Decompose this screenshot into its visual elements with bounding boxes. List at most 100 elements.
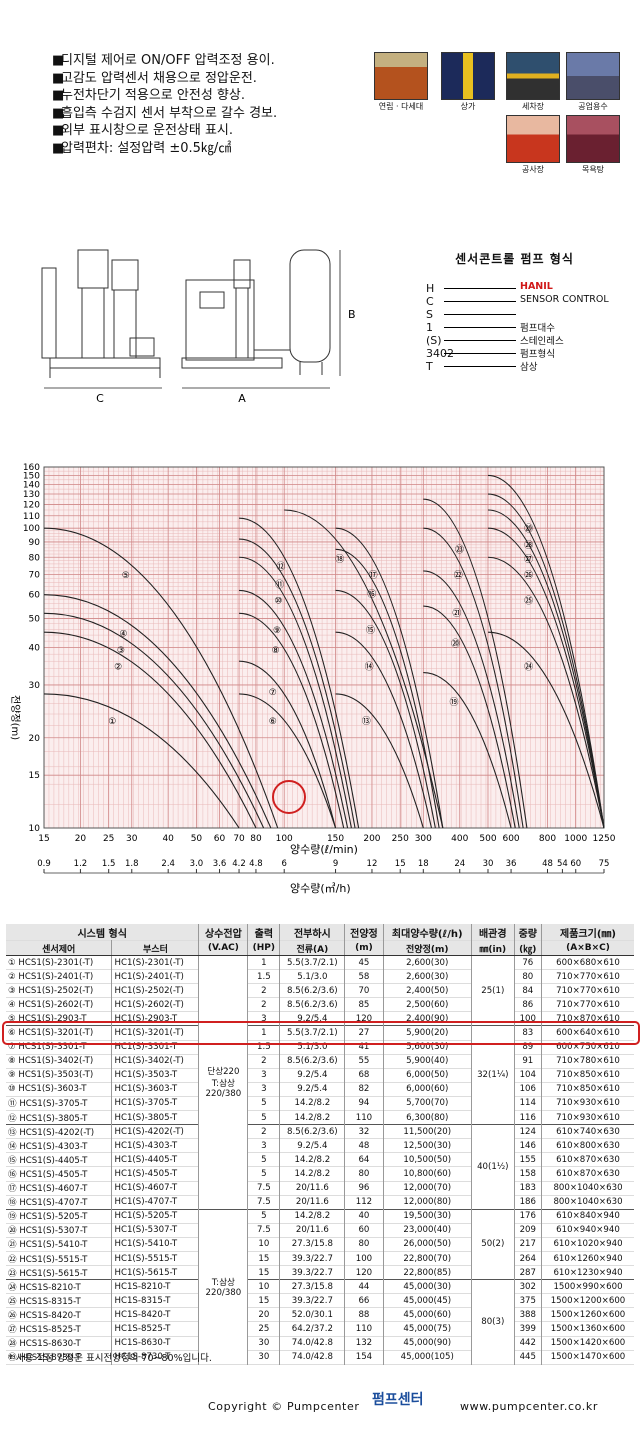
- table-cell: 83: [514, 1025, 542, 1041]
- table-cell: 600×680×610: [556, 957, 620, 968]
- pump-curve: [487, 493, 605, 829]
- table-cell: 45,000(30): [383, 1279, 472, 1294]
- voltage-group: T:삼상 220/380: [198, 1208, 249, 1365]
- legend-desc: 펌프형식: [520, 349, 555, 360]
- table-row: ⑦ HCS1(S)-3301-T HC1(S)-3301-T 1.5 5.1/3.0 4…: [6, 1040, 634, 1055]
- table-cell: 155: [514, 1152, 542, 1167]
- application-bathhouse: 목욕탕: [566, 115, 620, 175]
- table-cell: 176: [514, 1208, 542, 1224]
- feature-item: ■흡입측 수검지 센서 부착으로 갈수 경보.: [52, 105, 278, 121]
- table-cell: 104: [514, 1068, 542, 1083]
- table-cell: 600×640×610: [541, 1025, 634, 1041]
- table-cell: ③ HCS1(S)-2502(-T): [6, 983, 113, 998]
- x2-tick-label: 1.8: [125, 859, 139, 869]
- copyright: Copyright © Pumpcenter: [208, 1400, 360, 1413]
- curve-label: ㉕: [524, 596, 533, 607]
- model-code-legend: 센서콘트롤 펌프 형식 H C S 1 (S) 3402 T HANIL SEN…: [412, 250, 617, 373]
- table-cell: 186: [514, 1195, 542, 1210]
- table-cell: 610×870×630: [556, 1154, 620, 1165]
- table-cell: 710×850×610: [556, 1070, 620, 1081]
- table-cell: 5,700(70): [383, 1096, 472, 1111]
- curve-label: ④: [119, 630, 127, 640]
- application-carwash: 세차장: [506, 52, 560, 112]
- pump-curve: [423, 498, 528, 829]
- x2-tick-label: 24: [454, 859, 465, 869]
- table-cell: 5: [247, 1208, 281, 1224]
- curve-label: ②: [114, 663, 122, 673]
- table-cell: 40: [344, 1208, 384, 1224]
- curve-label: ⑥: [269, 717, 277, 727]
- table-cell: ⑩ HCS1(S)-3603-T: [6, 1082, 113, 1097]
- table-cell: 64: [344, 1152, 384, 1167]
- legend-desc: 삼상: [520, 362, 538, 373]
- table-cell: 96: [344, 1181, 384, 1196]
- pump-curve: [487, 556, 605, 829]
- table-cell: ⑲ HCS1(S)-5205-T: [6, 1208, 113, 1224]
- table-cell: 66: [344, 1293, 384, 1308]
- table-cell: 74.0/42.8: [279, 1336, 346, 1351]
- table-cell: ⑫ HCS1(S)-3805-T: [6, 1110, 113, 1125]
- legend-code: S: [426, 308, 433, 321]
- pump-curve: [239, 556, 352, 829]
- table-row: ㉖ HCS1S-8420-T HC1S-8420-T 20 52.0/30.1 88 45…: [6, 1307, 634, 1322]
- table-cell: 610×870×630: [556, 1168, 620, 1179]
- table-cell: 610×1230×940: [553, 1267, 623, 1278]
- pipe-group: 32(1¼): [471, 1025, 515, 1125]
- table-cell: ① HCS1(S)-2301(-T): [6, 955, 113, 970]
- x-tick-label: 150: [327, 834, 344, 844]
- table-cell: 1.5: [247, 969, 281, 984]
- table-cell: 302: [514, 1279, 542, 1294]
- y-tick-label: 15: [29, 771, 40, 781]
- footnote: * 사용 적정 양정은 표시전양정의 70~80%입니다.: [8, 1353, 212, 1364]
- website-url[interactable]: www.pumpcenter.co.kr: [460, 1400, 598, 1413]
- y-tick-label: 70: [29, 571, 41, 581]
- table-cell: 610×800×630: [556, 1140, 620, 1151]
- y-axis-label: 전양정(m): [9, 695, 21, 740]
- table-cell: 710×930×610: [556, 1112, 620, 1123]
- table-cell: 7.5: [247, 1223, 281, 1238]
- x2-tick-label: 2.4: [161, 859, 175, 869]
- table-cell: 3: [247, 1011, 281, 1026]
- table-cell: HC1S-8210-T: [111, 1279, 200, 1294]
- table-cell: 120: [344, 1265, 384, 1280]
- table-cell: 9.2/5.4: [279, 1082, 346, 1097]
- y-tick-label: 10: [29, 824, 41, 834]
- y-tick-label: 100: [23, 524, 40, 534]
- table-row: ⑥ HCS1(S)-3201(-T) HC1(S)-3201(-T) 1 5.5(3.…: [6, 1025, 634, 1125]
- table-cell: 112: [344, 1195, 384, 1210]
- table-cell: 445: [514, 1350, 542, 1365]
- table-cell: 84: [514, 983, 542, 998]
- curve-label: ㉗: [524, 554, 533, 565]
- table-cell: 2: [247, 997, 281, 1012]
- table-row: ⑤ HCS1(S)-2903-T HC1(S)-2903-T 3 9.2/5.4 120…: [6, 1011, 634, 1026]
- table-cell: ⑱ HCS1(S)-4707-T: [6, 1195, 113, 1210]
- table-row: ⑧ HCS1(S)-3402(-T) HC1(S)-3402(-T) 2 8.5(6.…: [6, 1054, 634, 1069]
- feature-item: ■디지털 제어로 ON/OFF 압력조정 용이.: [52, 53, 275, 68]
- table-cell: HC1(S)-4505-T: [111, 1166, 200, 1181]
- table-cell: 710×770×610: [556, 985, 620, 996]
- curve-label: ⑲: [450, 697, 459, 708]
- pump-curve: [423, 570, 520, 829]
- y-tick-label: 90: [29, 538, 41, 548]
- table-cell: 41: [344, 1040, 384, 1055]
- table-cell: ㉑ HCS1(S)-5410-T: [6, 1237, 113, 1252]
- x-tick-label: 400: [451, 834, 468, 844]
- x-tick-label: 25: [103, 834, 114, 844]
- table-row: ⑳ HCS1(S)-5307-T HC1(S)-5307-T 7.5 20/11.6 6…: [6, 1223, 634, 1238]
- table-cell: 80: [514, 969, 542, 984]
- table-cell: 209: [514, 1223, 542, 1238]
- table-cell: 27.3/15.8: [279, 1237, 346, 1252]
- pump-curve: [487, 509, 605, 829]
- table-cell: ⑯ HCS1(S)-4505-T: [6, 1166, 113, 1181]
- table-cell: 2: [247, 983, 281, 998]
- curve-label: ⑦: [269, 688, 277, 698]
- table-cell: HC1(S)-3603-T: [111, 1082, 200, 1097]
- table-cell: HC1(S)-3402(-T): [111, 1054, 200, 1069]
- subheader: 전류(A): [279, 940, 346, 956]
- table-cell: HC1(S)-2401(-T): [111, 969, 200, 984]
- subheader: ㎜(in): [471, 940, 515, 956]
- x2-tick-label: 12: [367, 859, 378, 869]
- table-cell: 70: [344, 983, 384, 998]
- table-cell: HC1(S)-2903-T: [111, 1011, 200, 1026]
